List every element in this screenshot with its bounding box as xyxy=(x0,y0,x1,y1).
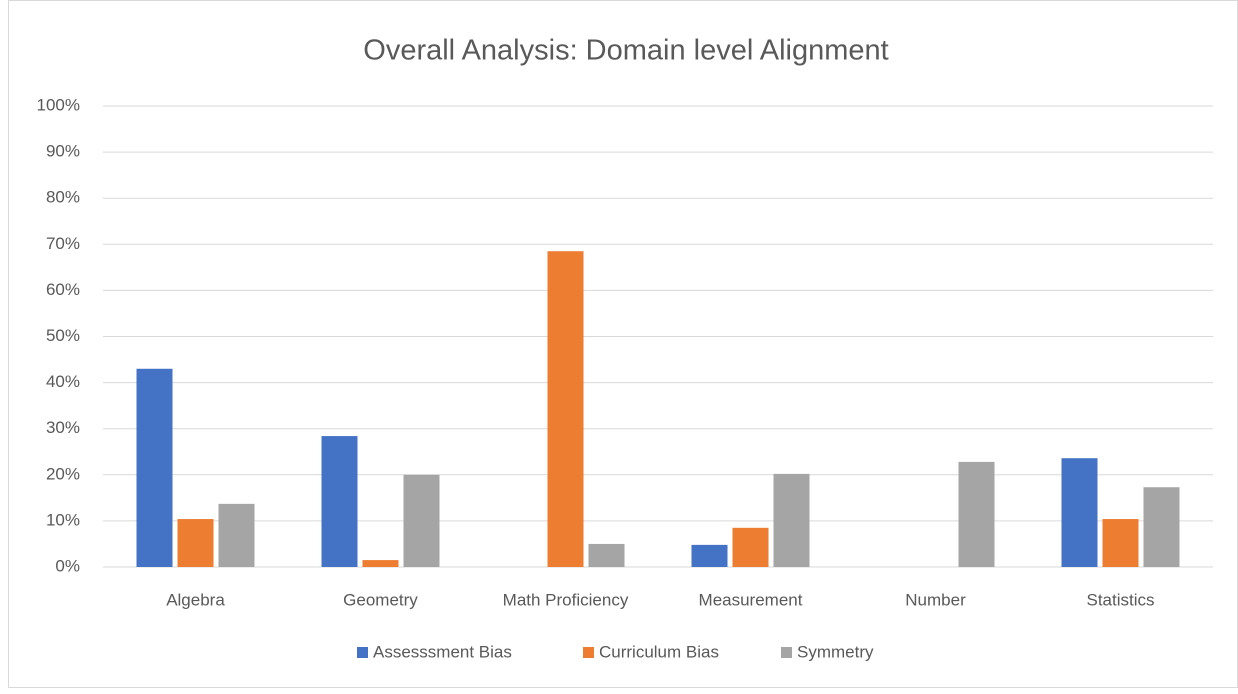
y-tick-label: 10% xyxy=(46,510,80,529)
bar xyxy=(218,503,255,567)
y-tick-label: 40% xyxy=(46,372,80,391)
y-tick-label: 0% xyxy=(55,556,80,575)
bar xyxy=(1143,487,1180,567)
bar xyxy=(362,560,399,567)
bar xyxy=(588,543,625,567)
bar xyxy=(1061,458,1098,567)
y-tick-label: 70% xyxy=(46,234,80,253)
bar xyxy=(1102,519,1139,567)
y-tick-label: 20% xyxy=(46,464,80,483)
x-tick-label: Math Proficiency xyxy=(503,590,629,609)
legend-swatch xyxy=(357,647,368,658)
bar xyxy=(958,461,995,567)
bar xyxy=(136,368,173,567)
legend-swatch xyxy=(583,647,594,658)
y-tick-label: 60% xyxy=(46,280,80,299)
legend-label: Assesssment Bias xyxy=(373,642,512,661)
bar xyxy=(773,473,810,567)
bar xyxy=(403,474,440,567)
chart-border xyxy=(8,0,1238,688)
bar xyxy=(177,519,214,567)
x-tick-label: Statistics xyxy=(1086,590,1154,609)
bar xyxy=(547,251,584,567)
legend-label: Symmetry xyxy=(797,642,874,661)
y-tick-label: 100% xyxy=(37,95,80,114)
chart-title: Overall Analysis: Domain level Alignment xyxy=(363,35,888,67)
legend-label: Curriculum Bias xyxy=(599,642,719,661)
legend-swatch xyxy=(781,647,792,658)
y-tick-label: 30% xyxy=(46,418,80,437)
y-tick-label: 50% xyxy=(46,326,80,345)
x-tick-label: Measurement xyxy=(699,590,803,609)
bar xyxy=(321,436,358,567)
x-tick-label: Geometry xyxy=(343,590,418,609)
bar xyxy=(691,544,728,567)
x-tick-label: Algebra xyxy=(166,590,225,609)
y-tick-label: 80% xyxy=(46,188,80,207)
bar xyxy=(732,527,769,567)
y-tick-label: 90% xyxy=(46,142,80,161)
x-tick-label: Number xyxy=(905,590,966,609)
